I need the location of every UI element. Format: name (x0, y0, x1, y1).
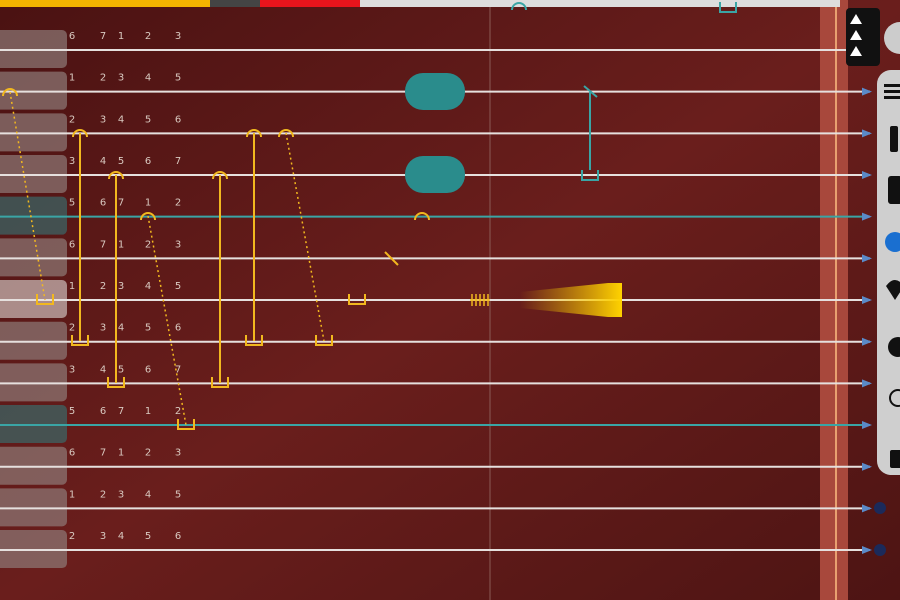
note-label: 7 (118, 406, 124, 417)
string-peg (874, 502, 886, 514)
note-label: 2 (100, 489, 106, 500)
note-label: 5 (69, 406, 75, 417)
note-label: 4 (145, 281, 151, 292)
note-label: 7 (175, 156, 181, 167)
note-label: 4 (145, 73, 151, 84)
note-label: 2 (69, 531, 75, 542)
note-label: 6 (145, 364, 151, 375)
scroll-arrows[interactable] (846, 8, 880, 66)
progress-red (260, 0, 360, 7)
note-label: 3 (100, 114, 106, 125)
note-label: 3 (100, 531, 106, 542)
note-label: 1 (118, 448, 124, 459)
note-label: 2 (175, 406, 181, 417)
note-label: 2 (100, 281, 106, 292)
note-label: 6 (69, 31, 75, 42)
string-end (862, 87, 872, 96)
note-label: 3 (175, 31, 181, 42)
note-label: 1 (69, 281, 75, 292)
note-label: 6 (145, 156, 151, 167)
arrow-icons (850, 14, 862, 56)
note-label: 2 (100, 73, 106, 84)
note-label: 7 (118, 198, 124, 209)
string-end (862, 421, 872, 430)
note-label: 1 (145, 198, 151, 209)
note-label: 5 (145, 531, 151, 542)
note-label: 1 (69, 73, 75, 84)
string-peg (874, 544, 886, 556)
note-label: 7 (100, 239, 106, 250)
note-label: 4 (100, 364, 106, 375)
note-label: 3 (118, 489, 124, 500)
strum-effect (520, 283, 622, 317)
note-label: 5 (175, 489, 181, 500)
string-end (862, 337, 872, 346)
note-label: 5 (175, 73, 181, 84)
note-label: 4 (100, 156, 106, 167)
note-label: 3 (100, 323, 106, 334)
string-end (862, 462, 872, 471)
note-label: 6 (69, 239, 75, 250)
note-label: 5 (118, 364, 124, 375)
string-end (862, 546, 872, 555)
note-label: 2 (145, 31, 151, 42)
note-label: 5 (118, 156, 124, 167)
note-label: 6 (175, 323, 181, 334)
note-label: 7 (100, 448, 106, 459)
note-label: 7 (175, 364, 181, 375)
note-label: 3 (69, 364, 75, 375)
string-end (862, 171, 872, 180)
tool-icons[interactable] (884, 84, 900, 468)
string-end (862, 254, 872, 263)
note-label: 1 (118, 239, 124, 250)
teal-bracket (511, 2, 737, 181)
note-label: 5 (175, 281, 181, 292)
tool-panel (877, 70, 900, 475)
progress-gray (360, 0, 840, 7)
note-label: 4 (118, 323, 124, 334)
progress-gap (210, 0, 260, 7)
note-label: 5 (69, 198, 75, 209)
note-label: 6 (100, 406, 106, 417)
string-end (862, 212, 872, 221)
note-label: 1 (145, 406, 151, 417)
note-label: 6 (69, 448, 75, 459)
note-label: 5 (145, 323, 151, 334)
note-label: 3 (175, 448, 181, 459)
settings-button[interactable] (884, 22, 900, 54)
note-label: 4 (118, 531, 124, 542)
note-label: 3 (69, 156, 75, 167)
string-end (862, 296, 872, 305)
string-end (862, 129, 872, 138)
note-label: 1 (69, 489, 75, 500)
note-label: 1 (118, 31, 124, 42)
note-label: 4 (118, 114, 124, 125)
teal-marks (405, 73, 465, 193)
gesture-marks (2, 88, 490, 430)
strings: 6 7 1 2 3 1 2 3 4 5 2 3 4 5 6 3 4 5 6 7 5 6 7 1 2 6 7 1 2 3 1 2 3 4 5 2 3 4 5 6… (0, 30, 872, 569)
note-label: 6 (175, 114, 181, 125)
note-label: 4 (145, 489, 151, 500)
progress-yellow (0, 0, 210, 7)
note-label: 2 (69, 114, 75, 125)
note-label: 3 (175, 239, 181, 250)
string-end (862, 379, 872, 388)
note-label: 3 (118, 73, 124, 84)
note-label: 7 (100, 31, 106, 42)
string-end (862, 504, 872, 513)
note-label: 6 (100, 198, 106, 209)
note-label: 5 (145, 114, 151, 125)
note-label: 2 (175, 198, 181, 209)
note-label: 2 (145, 239, 151, 250)
note-label: 2 (145, 448, 151, 459)
note-label: 3 (118, 281, 124, 292)
note-label: 6 (175, 531, 181, 542)
note-label: 2 (69, 323, 75, 334)
